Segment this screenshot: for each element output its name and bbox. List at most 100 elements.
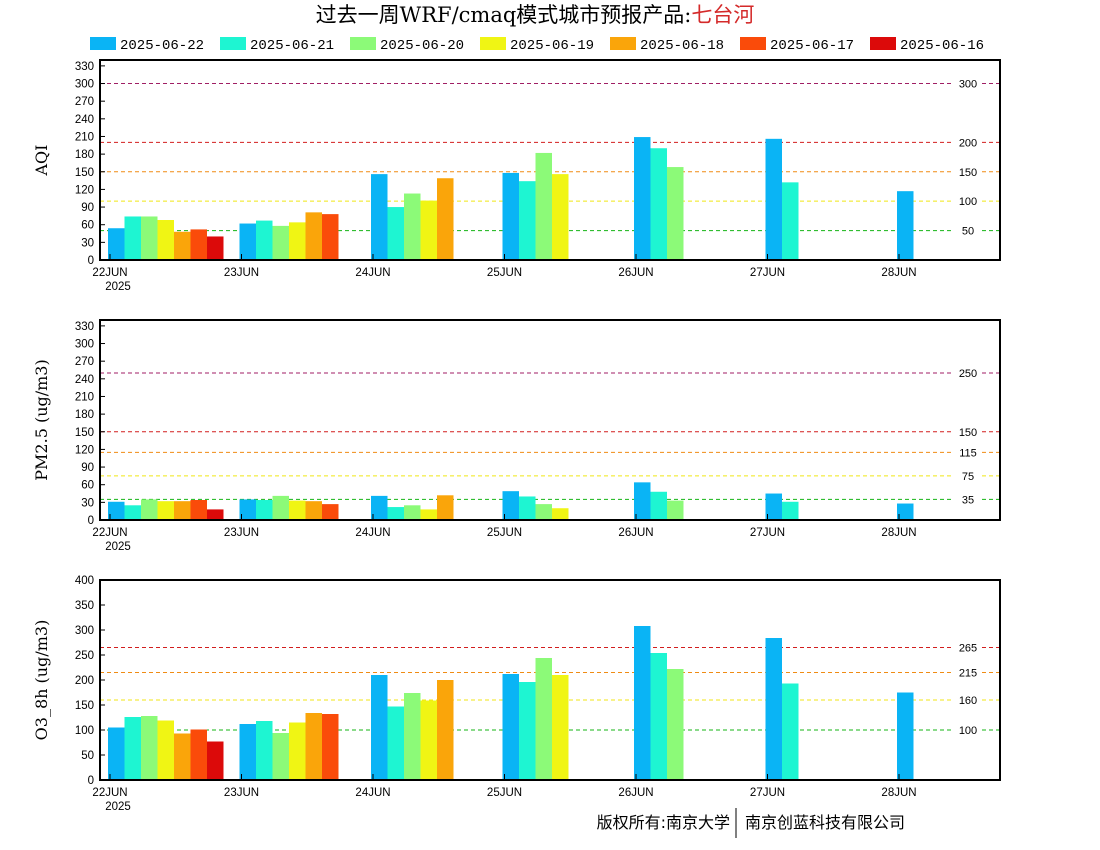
- bar: [322, 214, 339, 260]
- bar: [782, 683, 799, 780]
- bar: [108, 501, 125, 520]
- bar: [207, 236, 224, 260]
- x-tick-label: 26JUN: [618, 527, 653, 539]
- threshold-label: 150: [959, 427, 977, 439]
- bar: [552, 174, 569, 260]
- threshold-label: 215: [959, 668, 977, 680]
- bar: [289, 722, 306, 780]
- y-tick-label: 330: [75, 61, 94, 73]
- bar: [535, 504, 552, 520]
- y-tick-label: 330: [75, 321, 94, 333]
- bar: [437, 495, 454, 520]
- bar: [387, 706, 404, 780]
- bar: [157, 501, 174, 520]
- bar: [634, 482, 651, 520]
- bar: [650, 653, 667, 780]
- bar: [272, 225, 289, 260]
- bar: [190, 229, 207, 260]
- x-tick-label: 26JUN: [618, 787, 653, 799]
- bar: [272, 733, 289, 780]
- legend-item: 2025-06-18: [610, 37, 724, 54]
- threshold-label: 50: [962, 226, 974, 238]
- bar: [124, 717, 141, 780]
- x-tick-label: 26JUN: [618, 267, 653, 279]
- bar: [404, 193, 421, 260]
- bar: [765, 138, 782, 260]
- bar: [239, 499, 256, 520]
- y-tick-label: 300: [75, 625, 94, 637]
- bar: [190, 500, 207, 520]
- y-tick-label: 250: [75, 650, 94, 662]
- x-tick-label: 24JUN: [355, 787, 390, 799]
- threshold-label-bg: [954, 224, 982, 237]
- threshold-label-bg: [954, 77, 982, 90]
- y-tick-label: 210: [75, 131, 94, 143]
- threshold-label: 115: [959, 447, 977, 459]
- threshold-label: 300: [959, 79, 977, 91]
- plot-frame: [99, 319, 1001, 521]
- bar: [897, 692, 914, 780]
- y-tick-label: 30: [81, 497, 94, 509]
- bar: [239, 724, 256, 780]
- bar: [519, 682, 536, 780]
- bar: [552, 508, 569, 520]
- y-tick-label: 30: [81, 237, 94, 249]
- x-tick-label: 27JUN: [750, 527, 785, 539]
- legend-swatch: [870, 37, 896, 50]
- y-tick-label: 300: [75, 79, 94, 91]
- y-tick-label: 150: [75, 427, 94, 439]
- bar: [272, 495, 289, 520]
- bar: [667, 500, 684, 520]
- bar: [552, 675, 569, 780]
- bar: [420, 700, 437, 780]
- bar: [141, 499, 158, 520]
- x-year-label: 2025: [105, 541, 131, 553]
- x-tick-label: 23JUN: [224, 267, 259, 279]
- figure-title-prefix: 过去一周WRF/cmaq模式城市预报产品:: [316, 3, 692, 27]
- bar: [371, 495, 388, 520]
- bar: [420, 200, 437, 260]
- bar: [322, 714, 339, 780]
- bar: [502, 491, 519, 520]
- bar: [765, 493, 782, 520]
- x-tick-label: 23JUN: [224, 787, 259, 799]
- y-tick-label: 300: [75, 339, 94, 351]
- y-tick-label: 60: [81, 220, 94, 232]
- x-tick-label: 25JUN: [487, 787, 522, 799]
- legend-swatch: [350, 37, 376, 50]
- y-tick-label: 240: [75, 114, 94, 126]
- legend-swatch: [740, 37, 766, 50]
- bar: [305, 713, 322, 780]
- x-tick-label: 25JUN: [487, 267, 522, 279]
- legend-item: 2025-06-21: [220, 37, 334, 54]
- y-axis-label: O3_8h (ug/m3): [32, 620, 51, 741]
- bar: [782, 501, 799, 520]
- bar: [371, 675, 388, 780]
- bar: [667, 167, 684, 260]
- threshold-label-bg: [954, 694, 982, 706]
- legend-item: 2025-06-16: [870, 37, 984, 54]
- threshold-label: 35: [962, 494, 974, 506]
- y-tick-label: 240: [75, 374, 94, 386]
- bar: [404, 505, 421, 520]
- bar: [519, 496, 536, 520]
- legend-item: 2025-06-17: [740, 37, 854, 54]
- legend-label: 2025-06-21: [250, 38, 334, 54]
- bar: [108, 228, 125, 260]
- bar: [667, 669, 684, 780]
- x-tick-label: 23JUN: [224, 527, 259, 539]
- chart-panel: 300 200 150 100 50 0 30 60 90 120 150 180 210 240 270 3…: [32, 59, 1001, 293]
- bar: [782, 182, 799, 260]
- bar: [256, 500, 273, 520]
- y-tick-label: 90: [81, 202, 94, 214]
- bar: [437, 178, 454, 260]
- y-tick-label: 90: [81, 462, 94, 474]
- bar: [420, 509, 437, 520]
- bar: [305, 212, 322, 260]
- bar: [108, 727, 125, 780]
- legend-label: 2025-06-19: [510, 38, 594, 54]
- threshold-label: 75: [962, 471, 974, 483]
- threshold-label-bg: [954, 666, 982, 679]
- threshold-label: 200: [959, 137, 977, 149]
- legend-label: 2025-06-16: [900, 38, 984, 54]
